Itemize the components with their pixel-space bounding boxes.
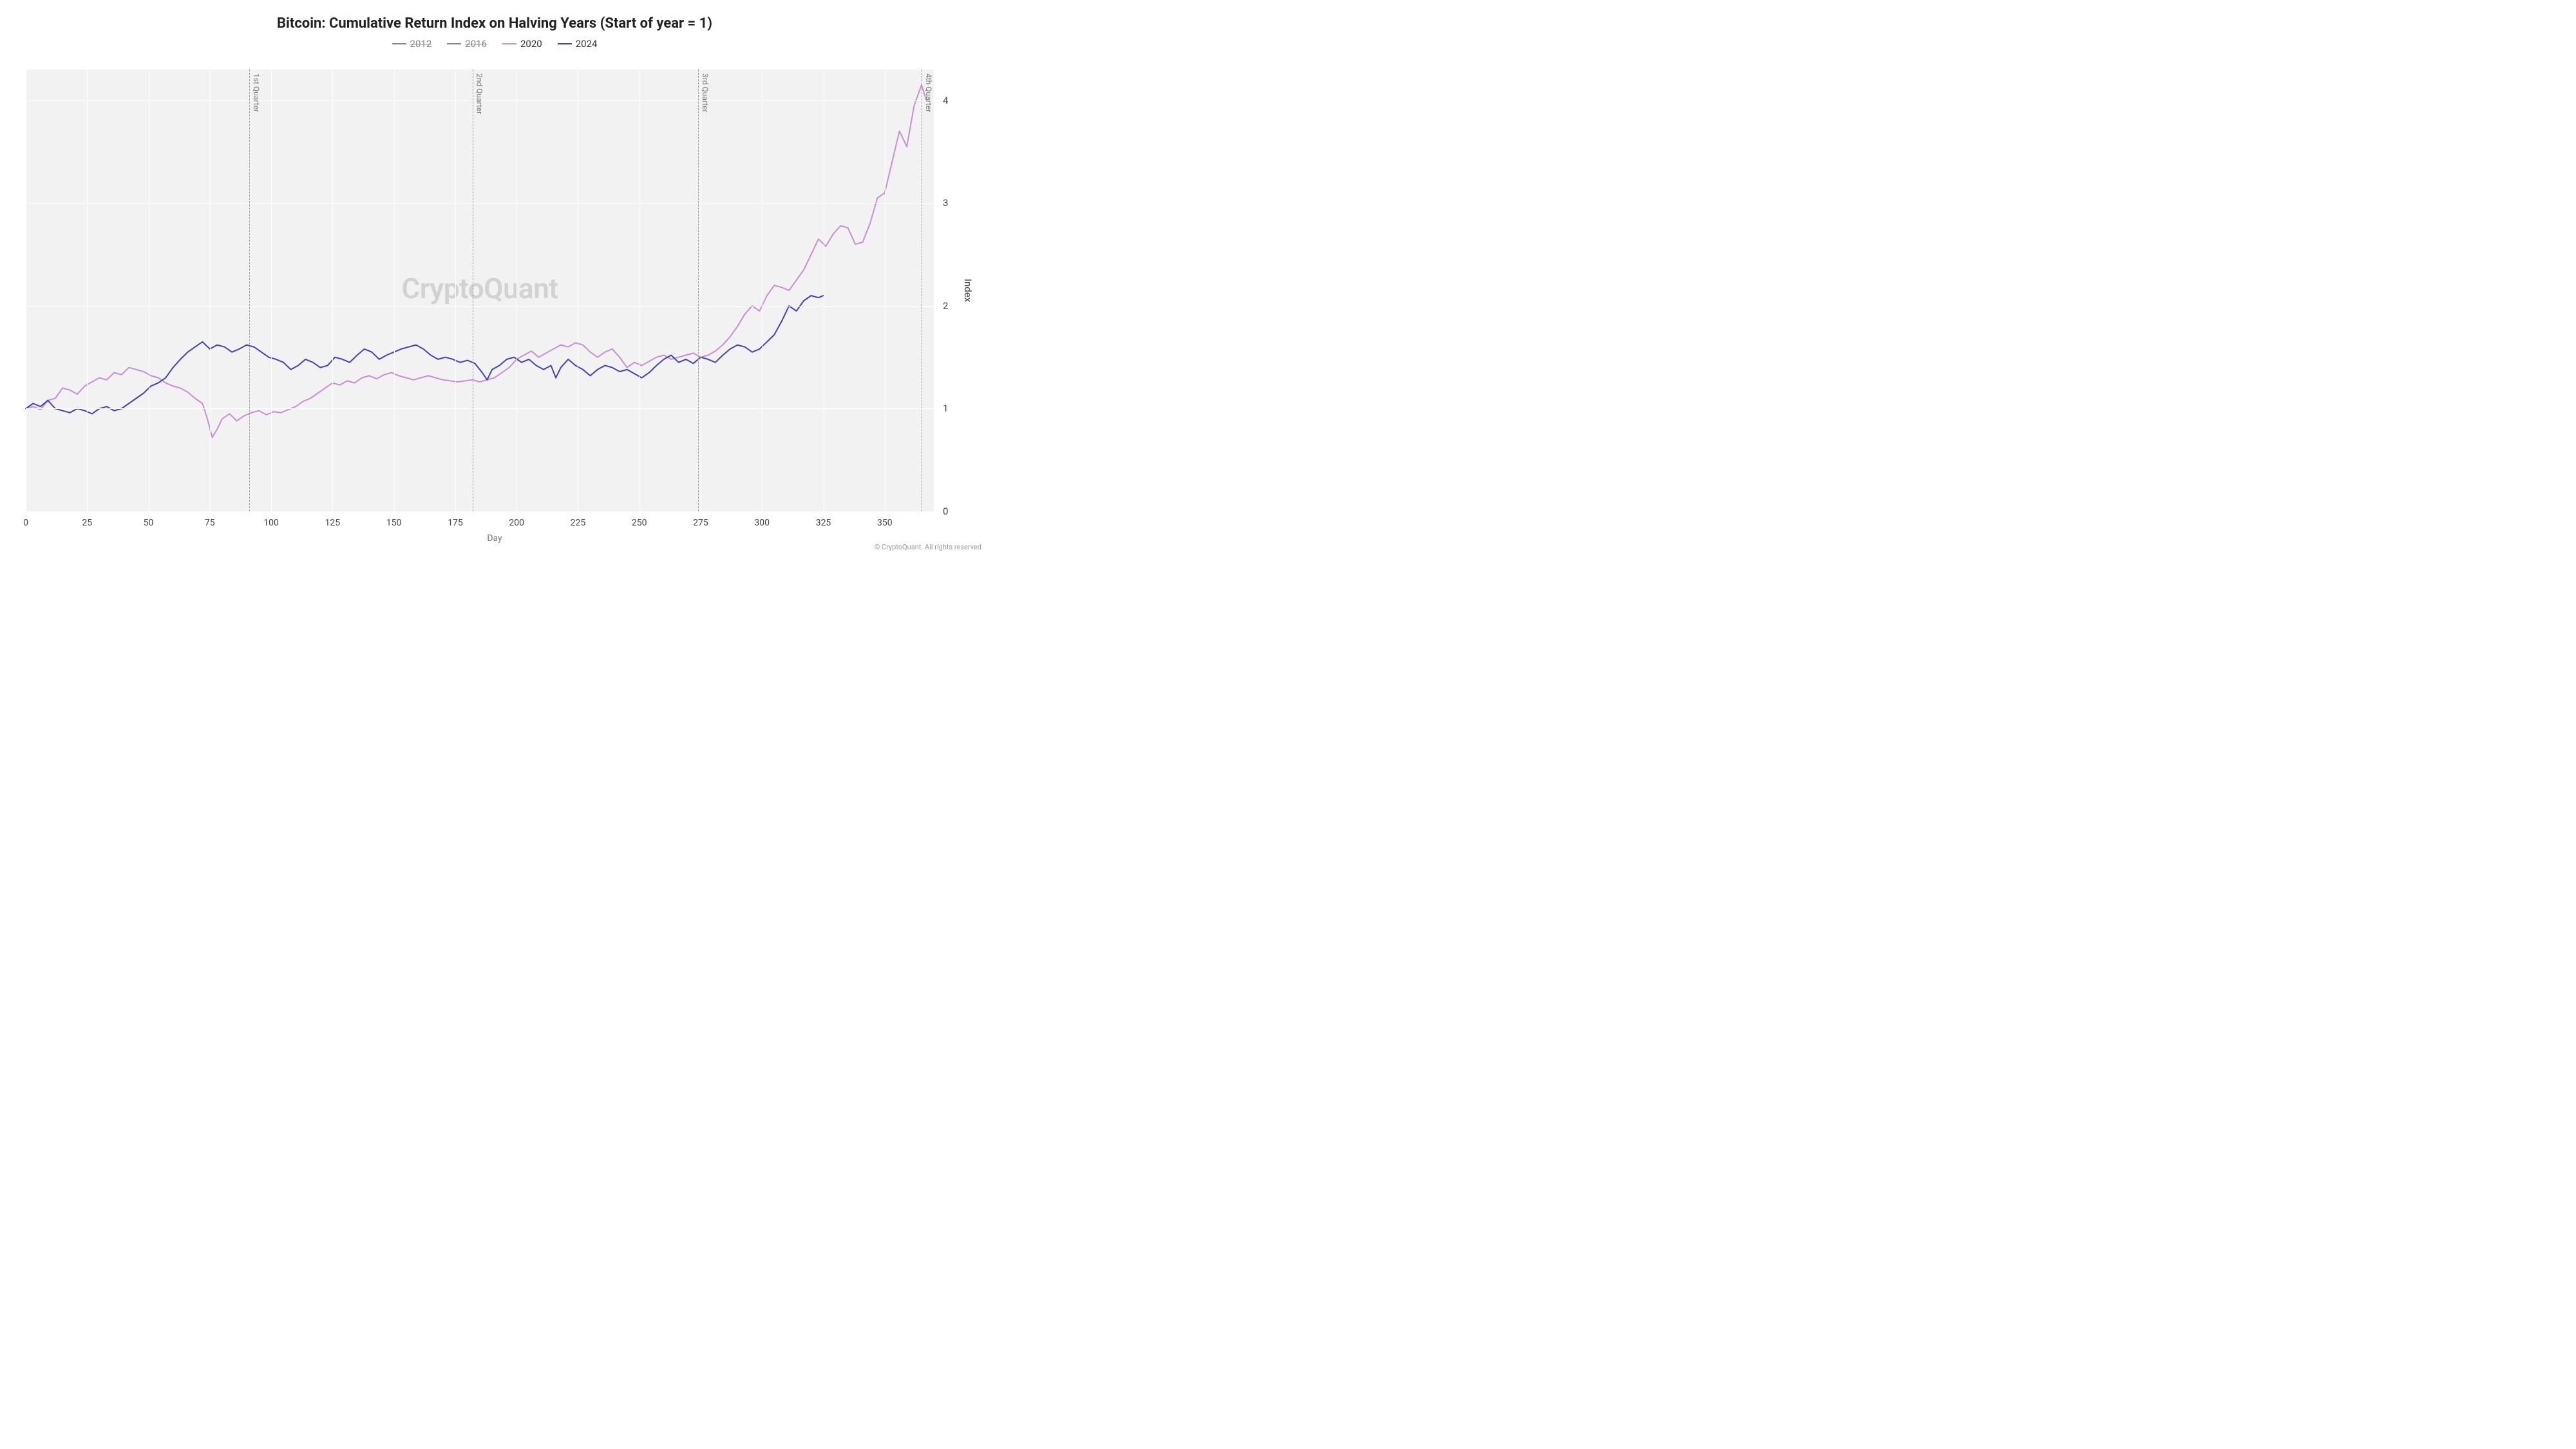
legend-label: 2012 [410, 38, 432, 50]
legend-swatch [502, 43, 516, 44]
x-tick-label: 350 [877, 518, 893, 528]
quarter-line [249, 70, 250, 511]
x-axis-title: Day [487, 533, 502, 544]
legend-label: 2016 [465, 38, 487, 50]
plot-area: CryptoQuant 1st Quarter2nd Quarter3rd Qu… [26, 70, 934, 511]
x-tick-label: 275 [693, 518, 708, 528]
gridline-v [639, 70, 640, 511]
y-tick-label: 1 [943, 402, 948, 414]
gridline-h [26, 203, 934, 204]
y-tick-label: 4 [943, 95, 948, 106]
gridline-h [26, 511, 934, 512]
x-tick-label: 300 [754, 518, 770, 528]
series-line-2024 [26, 296, 824, 413]
gridline-h [26, 408, 934, 409]
quarter-label: 4th Quarter [924, 73, 933, 112]
gridline-h [26, 306, 934, 307]
x-tick-label: 250 [632, 518, 647, 528]
quarter-label: 3rd Quarter [701, 73, 710, 113]
legend-swatch [558, 43, 572, 44]
chart-container: Bitcoin: Cumulative Return Index on Halv… [0, 0, 989, 556]
y-tick-label: 0 [943, 506, 948, 517]
chart-title: Bitcoin: Cumulative Return Index on Halv… [0, 0, 989, 32]
series-line-2020 [26, 85, 927, 437]
gridline-v [271, 70, 272, 511]
x-tick-label: 200 [509, 518, 524, 528]
x-tick-label: 175 [448, 518, 463, 528]
legend-label: 2024 [576, 38, 598, 50]
legend-item-2012[interactable]: 2012 [392, 38, 432, 50]
legend-label: 2020 [520, 38, 542, 50]
x-tick-label: 50 [144, 518, 154, 528]
x-tick-label: 325 [816, 518, 831, 528]
gridline-v [516, 70, 517, 511]
y-axis-title: Index [962, 279, 974, 302]
legend-item-2024[interactable]: 2024 [558, 38, 598, 50]
x-tick-label: 125 [325, 518, 341, 528]
gridline-v [455, 70, 456, 511]
gridline-v [885, 70, 886, 511]
legend: 2012 2016 2020 2024 [0, 38, 989, 50]
legend-item-2016[interactable]: 2016 [447, 38, 487, 50]
y-tick-label: 2 [943, 300, 948, 312]
x-tick-label: 25 [82, 518, 92, 528]
x-tick-label: 0 [23, 518, 28, 528]
x-tick-label: 225 [571, 518, 586, 528]
quarter-line [698, 70, 699, 511]
legend-item-2020[interactable]: 2020 [502, 38, 542, 50]
copyright-text: © CryptoQuant. All rights reserved [875, 543, 981, 551]
gridline-v [87, 70, 88, 511]
x-tick-label: 150 [386, 518, 402, 528]
gridline-v [394, 70, 395, 511]
x-tick-label: 75 [205, 518, 215, 528]
x-tick-label: 100 [263, 518, 279, 528]
gridline-v [332, 70, 333, 511]
gridline-v [210, 70, 211, 511]
quarter-label: 2nd Quarter [475, 73, 484, 114]
y-tick-label: 3 [943, 197, 948, 209]
quarter-label: 1st Quarter [252, 73, 261, 112]
legend-swatch [447, 43, 461, 44]
chart-lines [26, 70, 934, 511]
legend-swatch [392, 43, 406, 44]
